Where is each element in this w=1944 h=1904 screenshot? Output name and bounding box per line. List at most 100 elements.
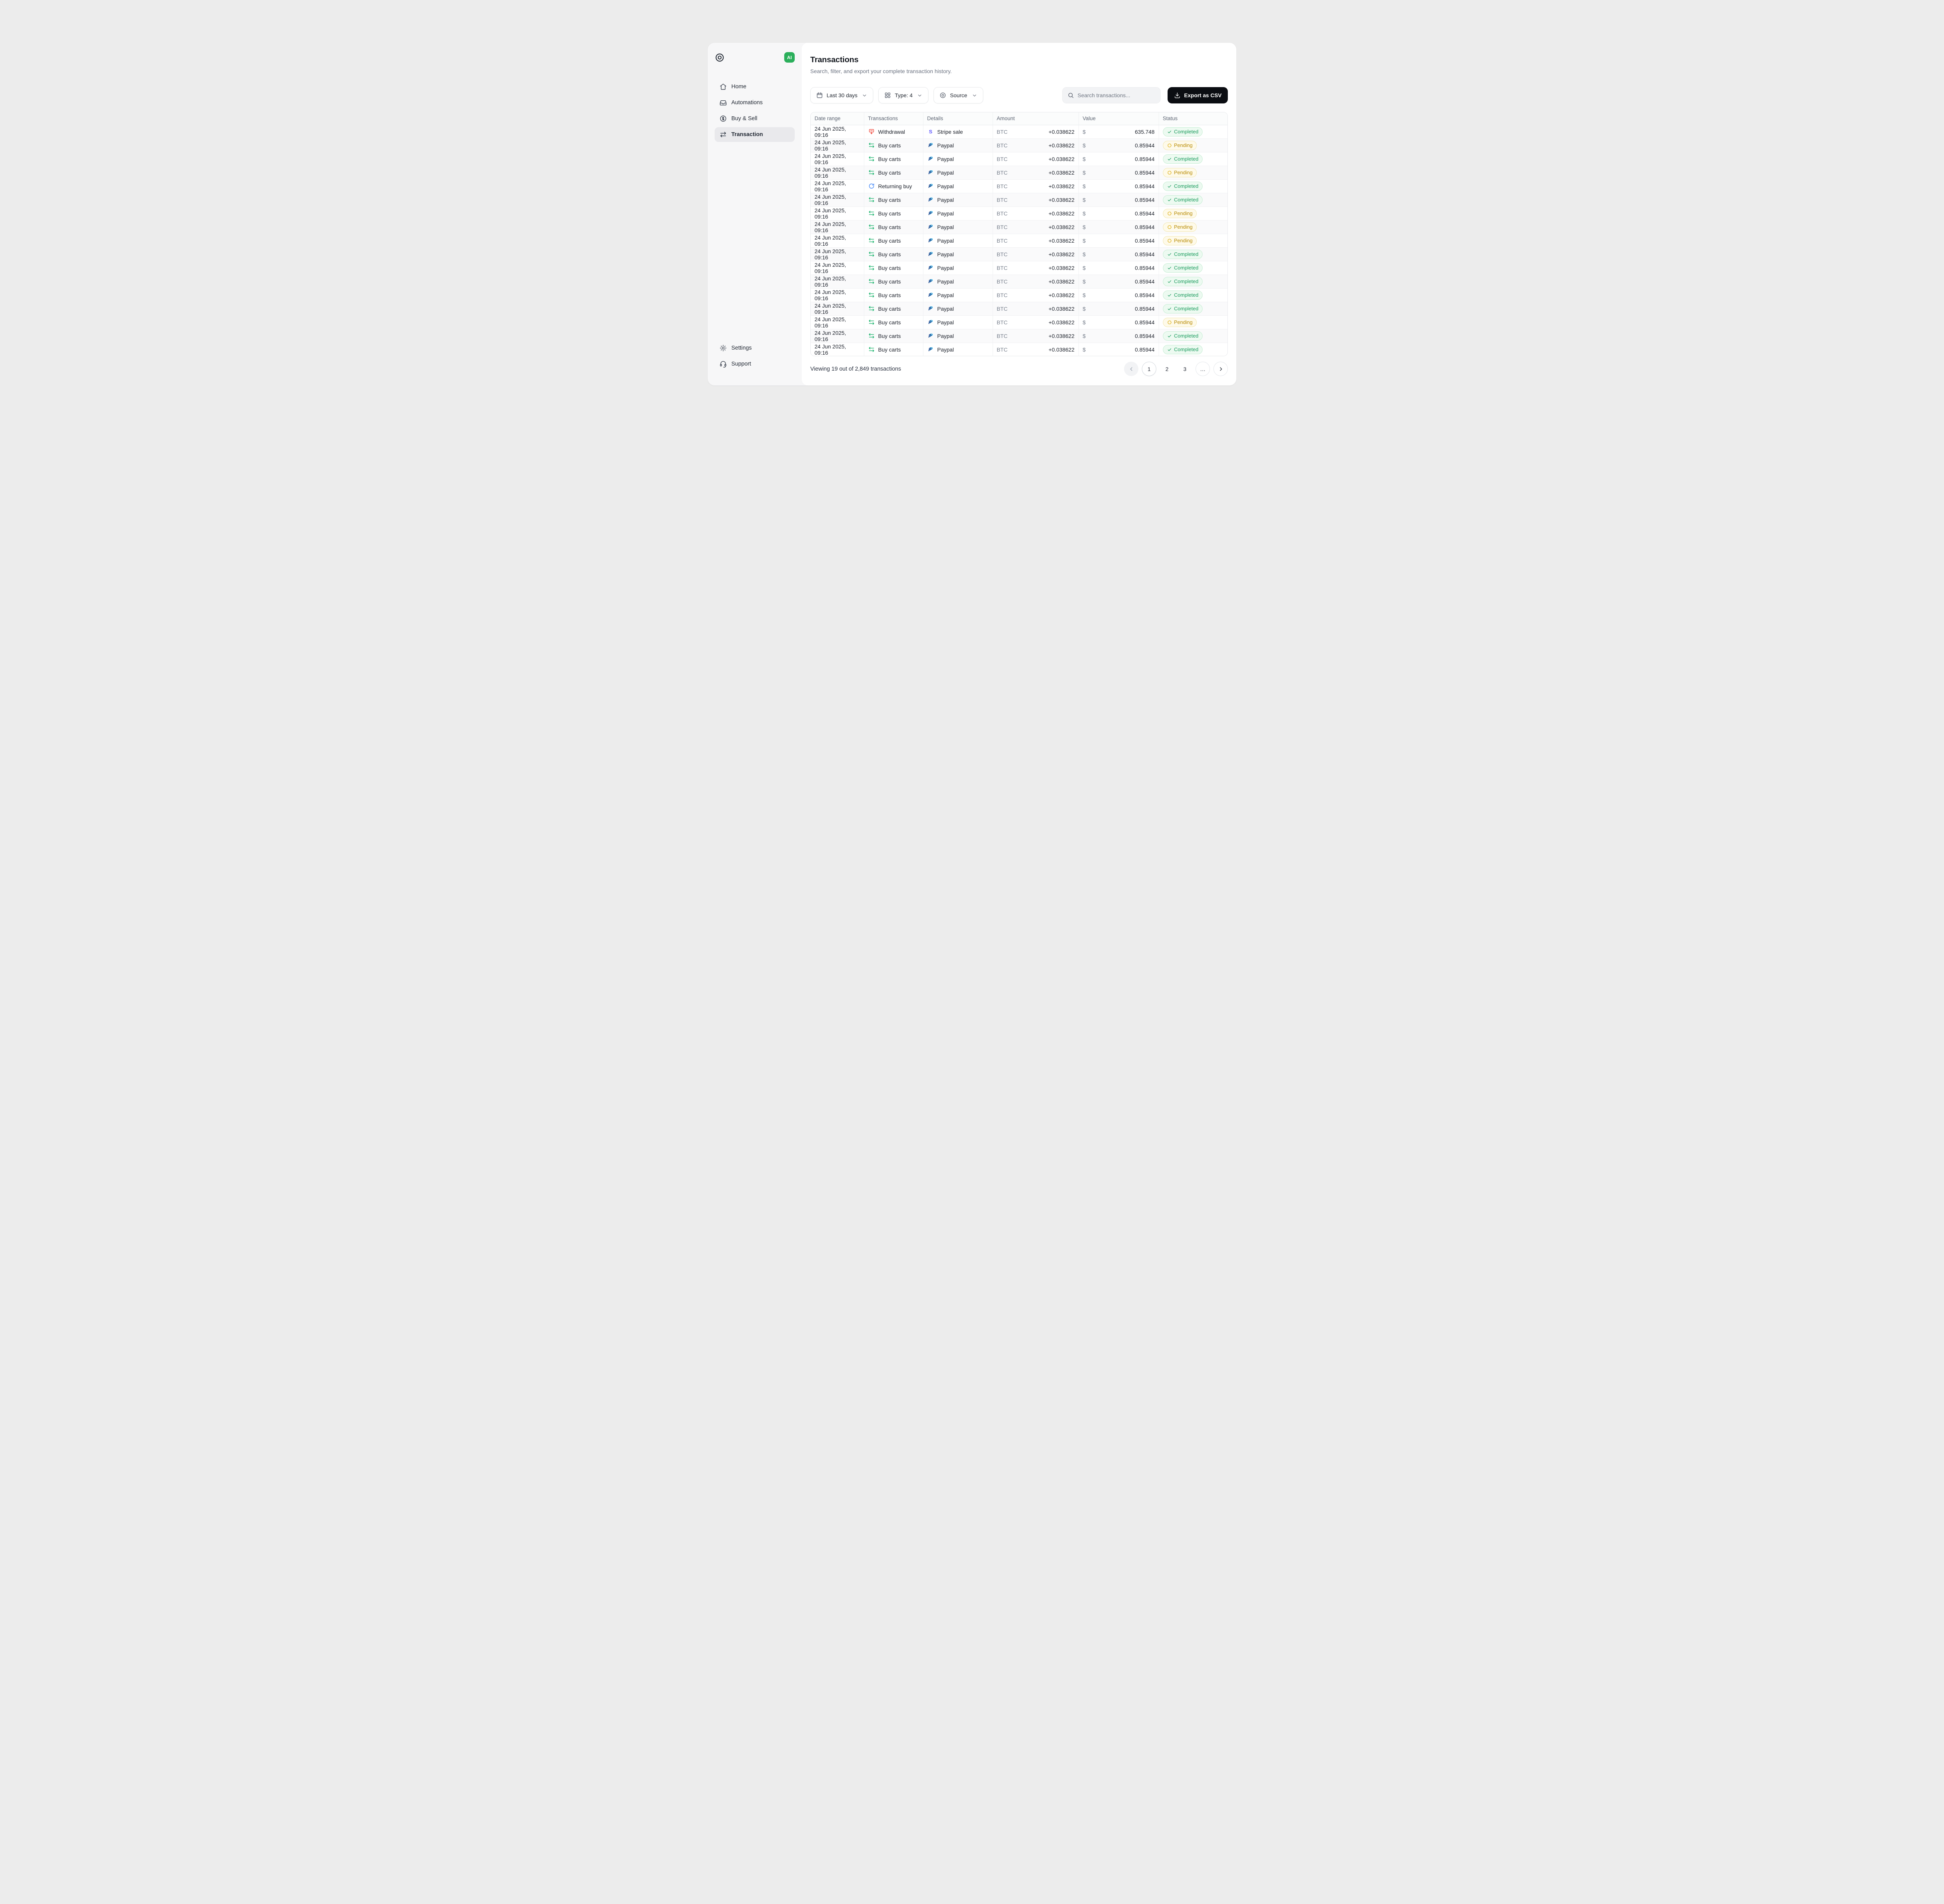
currency-code: BTC (996, 305, 1008, 312)
export-csv-button[interactable]: Export as CSV (1167, 87, 1228, 103)
headset-icon (719, 360, 727, 368)
page-2-button[interactable]: 2 (1160, 362, 1174, 376)
currency-code: BTC (996, 237, 1008, 244)
currency-code: BTC (996, 169, 1008, 176)
status-badge: Completed (1163, 263, 1203, 273)
detail-source-label: Paypal (937, 305, 954, 312)
check-icon (1167, 252, 1172, 257)
page-1-button[interactable]: 1 (1142, 362, 1156, 376)
detail-source-label: Paypal (937, 196, 954, 203)
sidebar-item-transaction[interactable]: Transaction (715, 127, 795, 142)
pages-ellipsis-button[interactable]: … (1196, 362, 1210, 376)
transaction-type-label: Buy carts (878, 251, 901, 257)
check-icon (1167, 279, 1172, 284)
sidebar-item-support[interactable]: Support (715, 357, 795, 371)
next-page-button[interactable] (1213, 362, 1228, 376)
detail-source-label: Paypal (937, 237, 954, 244)
svg-text:P: P (928, 320, 932, 325)
pending-icon (1167, 238, 1172, 243)
page-subtitle: Search, filter, and export your complete… (810, 68, 952, 74)
target-icon (939, 92, 946, 99)
svg-text:P: P (928, 306, 932, 312)
fiat-value: 0.85944 (1135, 156, 1155, 162)
status-badge: Pending (1163, 208, 1197, 218)
fiat-value: 0.85944 (1135, 332, 1155, 339)
svg-text:P: P (929, 306, 932, 311)
sidebar-item-label: Settings (731, 345, 752, 351)
cell-date-range: 24 Jun 2025, 09:16 (811, 261, 864, 275)
cell-date-range: 24 Jun 2025, 09:16 (811, 315, 864, 329)
amount-value: +0.038622 (1048, 183, 1075, 189)
sidebar-item-home[interactable]: Home (715, 79, 795, 94)
table-row: 24 Jun 2025, 09:16 Withdrawal S Stripe s… (811, 125, 1227, 138)
svg-text:P: P (929, 210, 932, 216)
table-footer: Viewing 19 out of 2,849 transactions 1 2… (810, 362, 1228, 376)
svg-text:P: P (928, 197, 932, 203)
previous-page-button[interactable] (1124, 362, 1138, 376)
cell-date-range: 24 Jun 2025, 09:16 (811, 179, 864, 193)
detail-source-label: Paypal (937, 292, 954, 298)
svg-text:P: P (928, 184, 932, 189)
sidebar-item-label: Automations (731, 100, 763, 106)
detail-source-label: Paypal (937, 142, 954, 149)
automations-icon (719, 99, 727, 107)
page-title: Transactions (810, 55, 859, 64)
svg-text:P: P (929, 278, 932, 284)
cell-date-range: 24 Jun 2025, 09:16 (811, 301, 864, 315)
cell-date-range: 24 Jun 2025, 09:16 (811, 152, 864, 166)
transactions-table: Date range Transactions Details Amount V… (810, 112, 1228, 356)
status-label: Completed (1174, 129, 1199, 135)
amount-value: +0.038622 (1048, 278, 1075, 285)
swap-icon (868, 305, 875, 312)
cell-date-range: 24 Jun 2025, 09:16 (811, 342, 864, 356)
svg-text:P: P (928, 252, 932, 257)
sidebar-item-label: Home (731, 84, 746, 90)
sidebar-item-automations[interactable]: Automations (715, 95, 795, 110)
type-dropdown[interactable]: Type: 4 (878, 87, 929, 103)
swap-icon (868, 292, 875, 298)
fiat-value: 0.85944 (1135, 196, 1155, 203)
results-summary: Viewing 19 out of 2,849 transactions (810, 366, 901, 372)
source-dropdown[interactable]: Source (934, 87, 983, 103)
workspace-badge[interactable]: AI (784, 52, 795, 63)
currency-symbol: $ (1082, 346, 1086, 353)
search-box[interactable] (1062, 87, 1161, 103)
transaction-type-label: Buy carts (878, 278, 901, 285)
withdrawal-icon (868, 128, 875, 135)
fiat-value: 0.85944 (1135, 292, 1155, 298)
date-range-dropdown[interactable]: Last 30 days (810, 87, 874, 103)
sidebar-item-settings[interactable]: Settings (715, 341, 795, 355)
svg-text:P: P (928, 292, 932, 298)
amount-value: +0.038622 (1048, 128, 1075, 135)
swap-arrows-icon (719, 131, 727, 138)
sidebar-item-buy-sell[interactable]: Buy & Sell (715, 111, 795, 126)
cell-date-range: 24 Jun 2025, 09:16 (811, 288, 864, 302)
svg-text:P: P (929, 156, 932, 161)
status-label: Completed (1174, 197, 1199, 203)
amount-value: +0.038622 (1048, 169, 1075, 176)
transaction-type-label: Buy carts (878, 319, 901, 326)
svg-text:P: P (929, 142, 932, 148)
transaction-type-label: Buy carts (878, 264, 901, 271)
status-label: Completed (1174, 183, 1199, 189)
currency-code: BTC (996, 251, 1008, 257)
page-3-button[interactable]: 3 (1178, 362, 1192, 376)
transaction-type-label: Buy carts (878, 237, 901, 244)
svg-text:P: P (928, 347, 932, 352)
column-header-date-range: Date range (811, 112, 864, 125)
status-badge: Pending (1163, 317, 1197, 327)
chevron-down-icon (862, 93, 867, 98)
transaction-type-label: Buy carts (878, 156, 901, 162)
search-input[interactable] (1077, 92, 1156, 98)
status-badge: Completed (1163, 304, 1203, 313)
currency-symbol: $ (1082, 196, 1086, 203)
